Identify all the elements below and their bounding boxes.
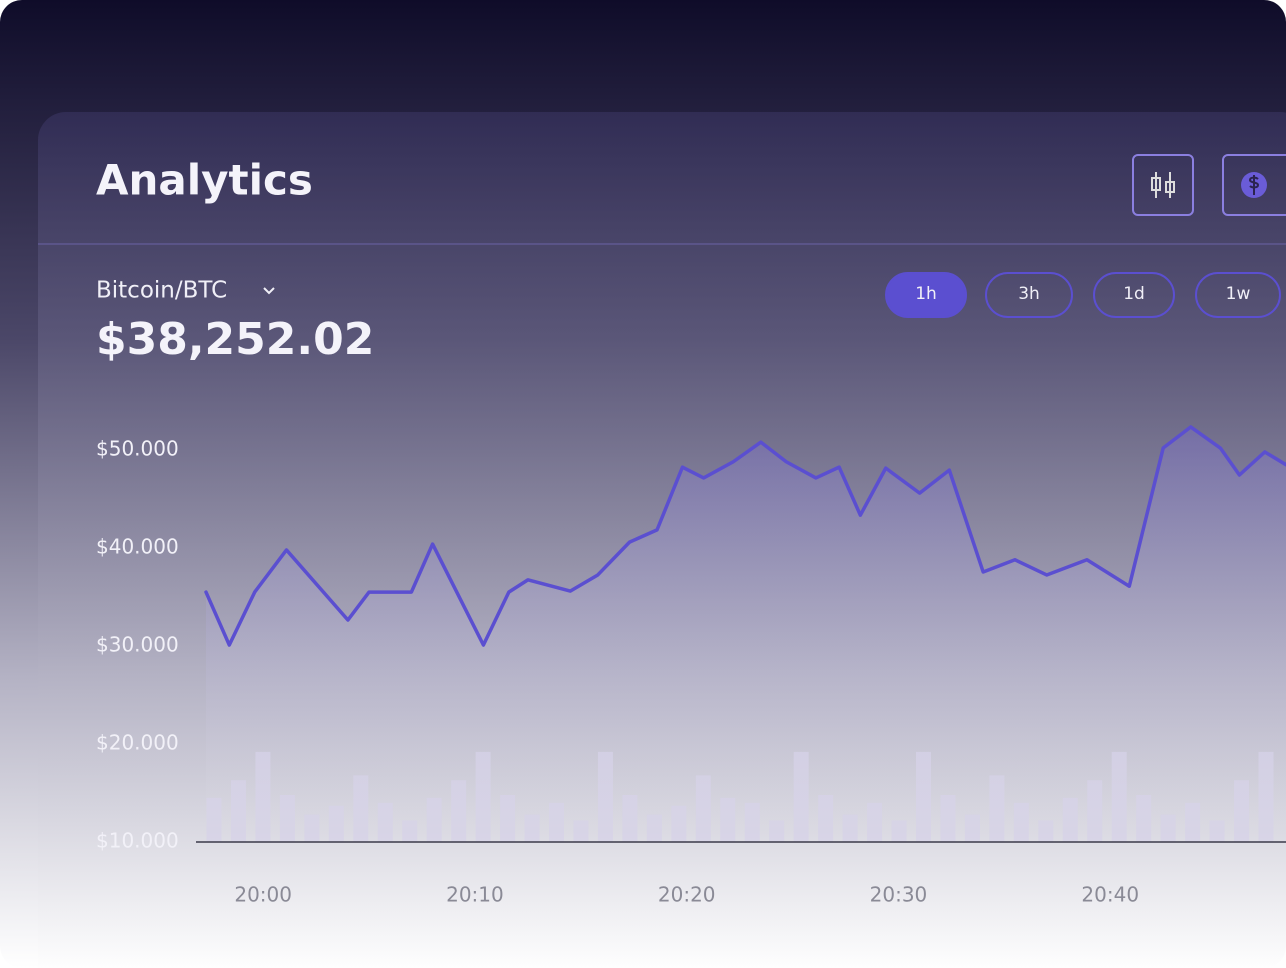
y-tick-label: $30.000 [96, 633, 179, 657]
area [206, 426, 1286, 842]
range-button[interactable] [1093, 272, 1175, 318]
range-button[interactable] [985, 272, 1073, 318]
button-frame[interactable] [1222, 154, 1286, 216]
x-tick-label: 20:20 [658, 883, 716, 907]
plot: $10.000 $20.000 $30.000 $40.000 $50.000 20:00… [96, 425, 1286, 907]
range-button[interactable] [885, 272, 967, 318]
pair[interactable]: Bitcoin/BTC [96, 278, 227, 304]
currency-button[interactable] [1222, 154, 1286, 216]
dropdown-icon[interactable] [263, 287, 275, 295]
icon [1155, 172, 1171, 198]
range-button[interactable] [1195, 272, 1281, 318]
range-label[interactable]: 1w [1226, 284, 1251, 304]
y-tick-label: $20.000 [96, 731, 179, 755]
icon [1165, 181, 1175, 193]
x-tick-label: 20:30 [870, 883, 928, 907]
range-label[interactable]: 1h [915, 284, 937, 304]
ranges: 1h 3h 1d 1w [885, 272, 1281, 318]
x-tick-label: 20:10 [446, 883, 504, 907]
x-tick-label: 20:00 [234, 883, 292, 907]
price-line [204, 425, 1286, 647]
range-label[interactable]: 1d [1123, 284, 1145, 304]
y-tick-label: $10.000 [96, 829, 179, 853]
icon [1248, 175, 1260, 195]
x-tick-label: 20:40 [1081, 883, 1139, 907]
price: $38,252.02 [96, 314, 374, 365]
candles-button[interactable] [1132, 154, 1194, 216]
title: Analytics [96, 156, 313, 205]
icon [1151, 177, 1161, 191]
button-frame[interactable] [1132, 154, 1194, 216]
range-label[interactable]: 3h [1018, 284, 1040, 304]
y-tick-label: $40.000 [96, 535, 179, 559]
y-tick-label: $50.000 [96, 437, 179, 461]
